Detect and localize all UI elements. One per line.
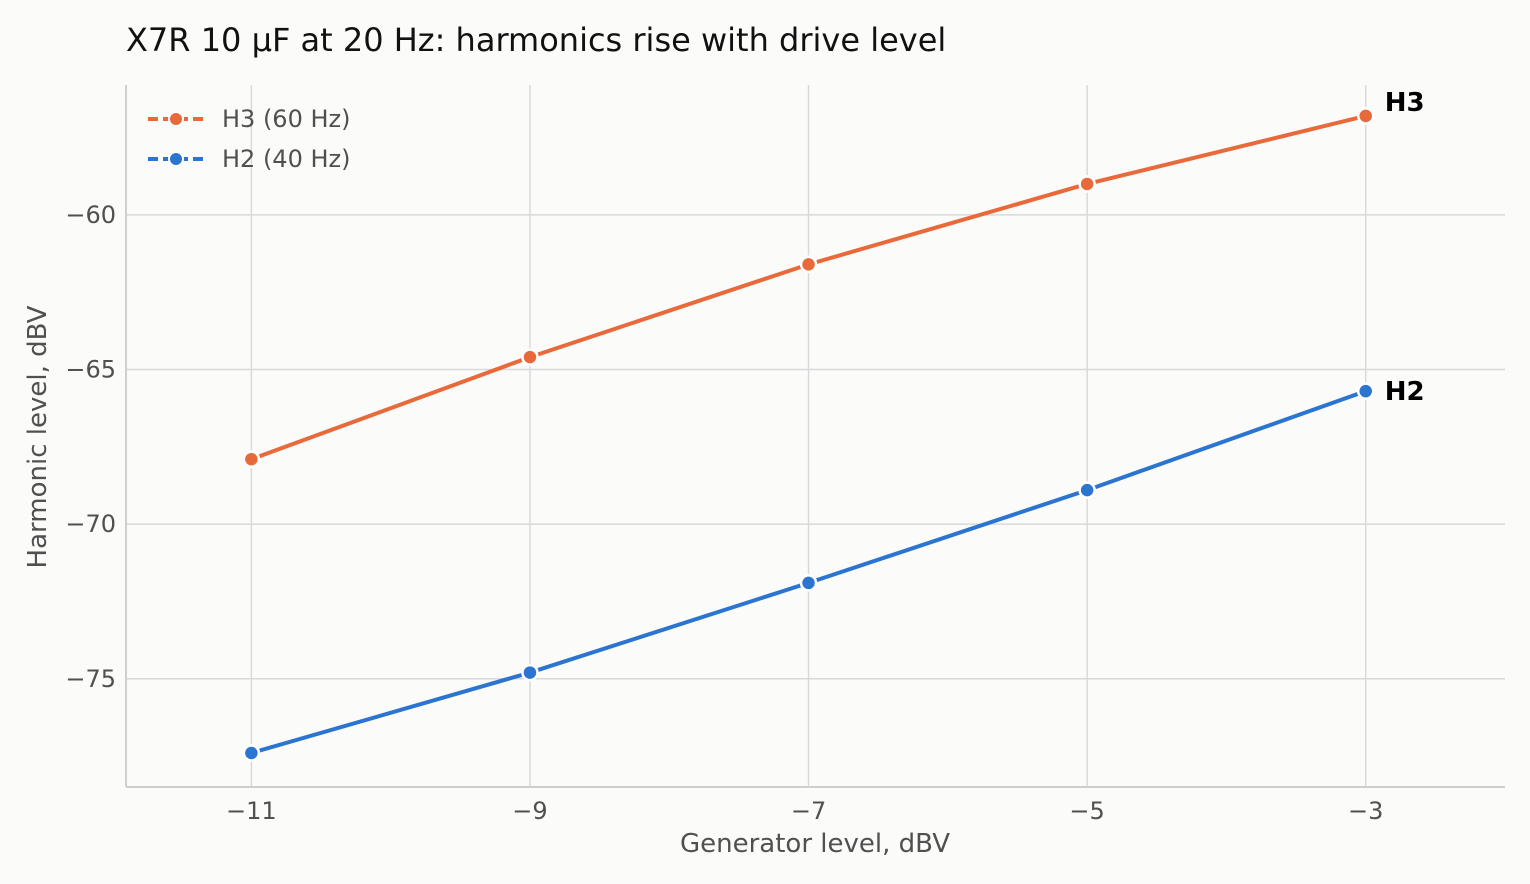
grid — [126, 85, 1505, 787]
data-point — [1078, 481, 1096, 499]
data-point — [799, 255, 818, 274]
legend-item: H2 (40 Hz) — [148, 145, 350, 173]
series-h3: H3 — [242, 88, 1425, 468]
x-tick-label: −9 — [512, 797, 547, 825]
data-point — [521, 663, 539, 682]
x-axis-label: Generator level, dBV — [680, 829, 950, 859]
y-axis-label: Harmonic level, dBV — [23, 305, 53, 568]
data-point — [1356, 107, 1375, 125]
legend-label: H2 (40 Hz) — [222, 145, 350, 173]
legend-item: H3 (60 Hz) — [148, 105, 350, 133]
x-tick-label: −5 — [1069, 797, 1104, 825]
x-tick-label: −7 — [791, 797, 826, 825]
legend: H3 (60 Hz) H2 (40 Hz) — [148, 105, 350, 173]
data-point — [521, 348, 539, 366]
legend-marker — [168, 151, 184, 167]
y-tick-label: −70 — [65, 510, 116, 538]
data-point — [242, 744, 261, 762]
x-tick-label: −3 — [1348, 797, 1383, 825]
axes: −11 −9 −7 −5 −3 −75 −70 −65 −60 — [65, 85, 1505, 825]
data-point — [242, 450, 261, 468]
data-point — [1356, 382, 1375, 400]
series-h2: H2 — [242, 377, 1425, 762]
plot-area: H3 H2 — [242, 88, 1425, 762]
x-tick-label: −11 — [226, 797, 277, 825]
y-tick-label: −65 — [65, 356, 116, 384]
series-end-label: H3 — [1385, 88, 1425, 118]
y-tick-label: −60 — [65, 201, 116, 229]
chart-title: X7R 10 µF at 20 Hz: harmonics rise with … — [126, 21, 946, 59]
legend-label: H3 (60 Hz) — [222, 105, 350, 133]
data-point — [799, 574, 818, 592]
series-end-label: H2 — [1385, 377, 1425, 407]
data-point — [1078, 175, 1096, 193]
y-tick-label: −75 — [65, 665, 116, 693]
legend-marker — [168, 111, 184, 127]
